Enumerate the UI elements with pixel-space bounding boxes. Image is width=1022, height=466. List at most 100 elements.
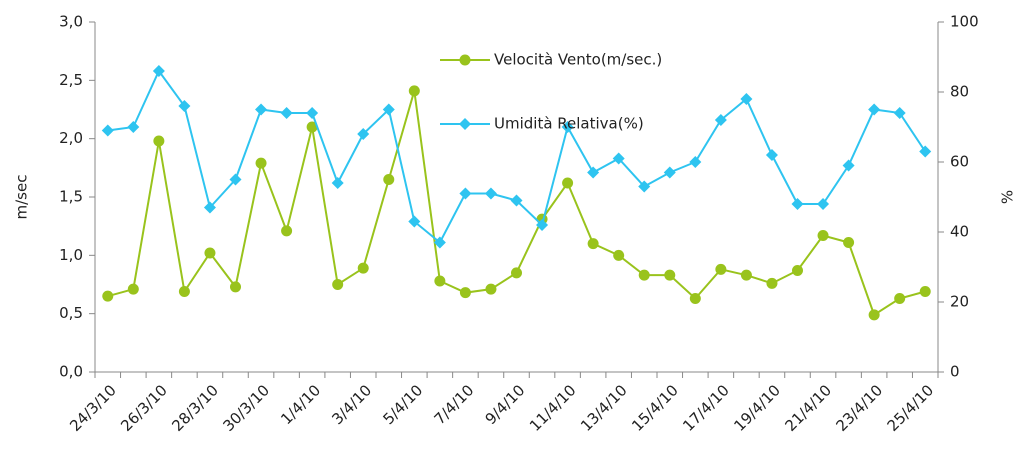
data-point — [459, 54, 471, 66]
data-point — [766, 277, 778, 289]
data-point — [817, 230, 829, 241]
data-point — [740, 269, 752, 281]
data-point — [791, 198, 804, 210]
x-tick-label: 15/4/10 — [628, 381, 682, 435]
data-point — [357, 128, 370, 140]
y-axis-label: m/sec — [13, 175, 31, 220]
data-point — [612, 152, 625, 165]
data-point — [459, 118, 471, 130]
data-point — [843, 237, 855, 248]
data-point — [689, 293, 701, 304]
data-point — [919, 145, 932, 158]
data-point — [664, 269, 676, 281]
data-point — [383, 174, 395, 185]
data-point — [102, 290, 114, 302]
legend-label: Velocità Vento(m/sec.) — [494, 51, 662, 69]
x-tick-label: 9/4/10 — [482, 381, 529, 428]
data-point — [306, 107, 319, 119]
x-tick-label: 7/4/10 — [431, 381, 478, 428]
x-tick-label: 17/4/10 — [679, 381, 733, 435]
data-point — [306, 121, 318, 133]
data-point — [663, 166, 676, 179]
x-tick-label: 24/3/10 — [66, 381, 120, 435]
data-point — [638, 269, 650, 281]
data-point — [587, 166, 600, 179]
data-point — [792, 265, 803, 276]
y-tick-label: 3,0 — [59, 13, 83, 31]
data-point — [408, 85, 420, 97]
legend-label: Umidità Relativa(%) — [494, 115, 644, 133]
data-point — [868, 103, 881, 116]
data-point — [613, 249, 625, 261]
data-point — [561, 121, 574, 133]
data-point — [485, 283, 497, 295]
x-tick-label: 30/3/10 — [219, 381, 273, 435]
x-tick-label: 21/4/10 — [781, 381, 835, 435]
data-point — [178, 100, 191, 112]
data-point — [204, 247, 216, 259]
data-point — [357, 262, 369, 274]
data-point — [433, 236, 446, 249]
series-line — [107, 69, 927, 245]
y2-axis-label: % — [999, 190, 1017, 204]
data-point — [842, 159, 855, 172]
data-point — [255, 103, 268, 116]
x-tick-label: 23/4/10 — [833, 381, 887, 435]
data-point — [765, 149, 778, 161]
data-point — [178, 286, 190, 297]
data-point — [484, 187, 497, 200]
y2-tick-label: 60 — [950, 153, 969, 171]
x-tick-label: 28/3/10 — [168, 381, 222, 435]
y-tick-label: 1,0 — [59, 246, 83, 264]
y2-tick-label: 80 — [950, 83, 969, 101]
data-point — [868, 309, 880, 321]
y-tick-label: 2,0 — [59, 129, 83, 147]
data-point — [919, 286, 931, 297]
data-point — [511, 267, 522, 279]
data-point — [255, 157, 267, 169]
data-point — [893, 107, 906, 119]
data-point — [331, 177, 344, 189]
data-point — [332, 279, 344, 290]
data-point — [459, 187, 472, 200]
data-point — [382, 103, 395, 116]
data-point — [127, 121, 140, 133]
data-point — [536, 219, 549, 231]
y-tick-label: 0,5 — [59, 304, 83, 322]
y-tick-label: 0,0 — [59, 363, 83, 381]
data-point — [408, 215, 421, 228]
data-point — [510, 194, 523, 207]
data-point — [152, 65, 165, 77]
x-tick-label: 3/4/10 — [328, 381, 375, 428]
data-point — [740, 93, 753, 105]
x-tick-label: 13/4/10 — [577, 381, 631, 435]
data-point — [230, 281, 241, 293]
y2-tick-label: 100 — [950, 13, 979, 31]
data-point — [127, 283, 139, 295]
x-tick-label: 19/4/10 — [730, 381, 784, 435]
data-point — [280, 107, 293, 119]
y2-tick-label: 40 — [950, 223, 969, 241]
data-point — [715, 263, 727, 275]
data-point — [894, 293, 906, 304]
data-point — [587, 238, 599, 250]
x-tick-label: 5/4/10 — [379, 381, 426, 428]
data-point — [153, 135, 165, 147]
x-tick-label: 1/4/10 — [277, 381, 324, 428]
data-point — [281, 225, 293, 237]
data-point — [817, 198, 830, 210]
data-point — [434, 275, 446, 287]
data-point — [203, 201, 216, 214]
x-tick-label: 25/4/10 — [884, 381, 938, 435]
data-point — [689, 156, 702, 168]
data-point — [101, 124, 114, 137]
x-tick-label: 11/4/10 — [526, 381, 580, 435]
data-point — [638, 180, 651, 193]
x-tick-label: 26/3/10 — [117, 381, 171, 435]
y2-tick-label: 20 — [950, 293, 969, 311]
data-point — [714, 114, 727, 126]
data-point — [459, 287, 471, 299]
data-point — [229, 173, 242, 186]
y-tick-label: 2,5 — [59, 71, 83, 89]
